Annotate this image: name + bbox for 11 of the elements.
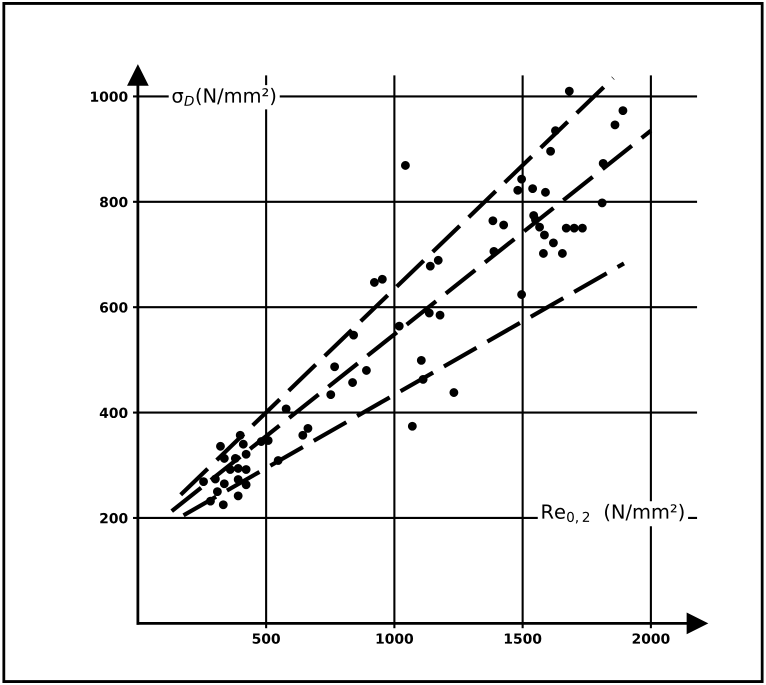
y-tick-label: 200 [100, 512, 128, 524]
x-tick-label: 1000 [376, 633, 414, 644]
x-tick-label: 500 [252, 633, 280, 644]
y-tick-label: 800 [100, 196, 128, 208]
y-tick-label: 1000 [91, 91, 128, 102]
y-tick-label: 400 [100, 408, 128, 418]
x-tick-label: 2000 [632, 633, 670, 644]
y-tick-label: 600 [100, 302, 128, 313]
x-tick-label: 1500 [504, 633, 542, 644]
y-axis-title: σ$_{D}$(N/mm²) [172, 88, 276, 106]
x-axis-title: Re$_{0,2}$ (N/mm²) [542, 504, 684, 524]
